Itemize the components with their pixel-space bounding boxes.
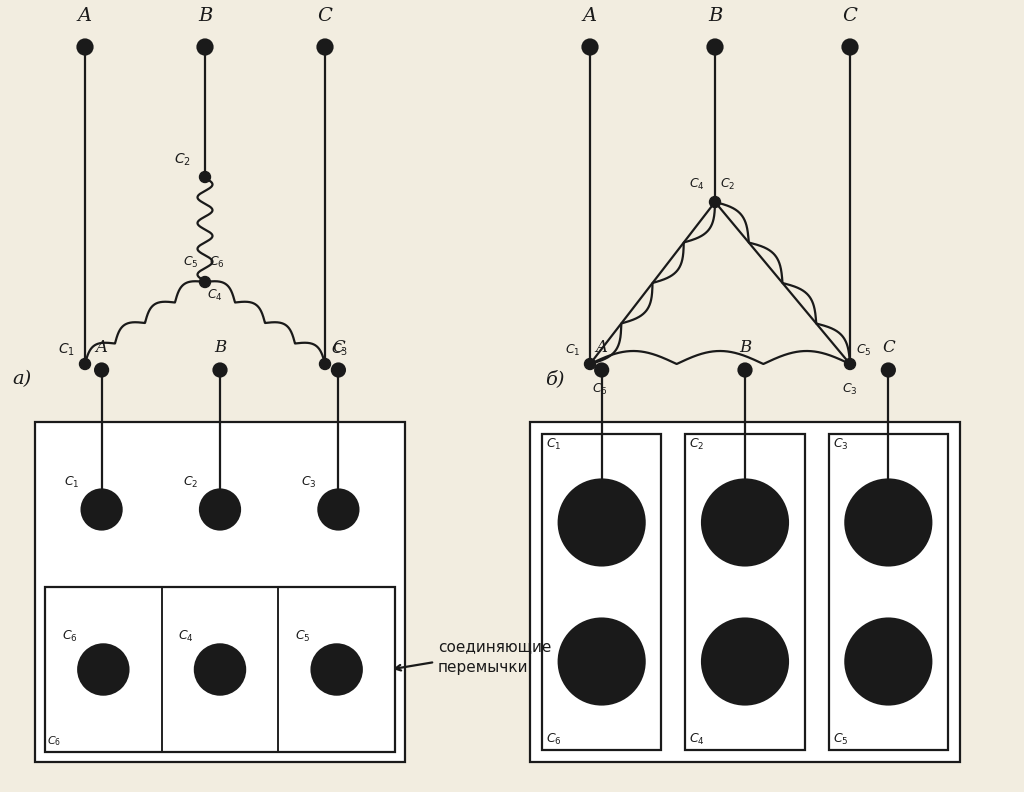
Text: A: A [78,7,92,25]
Text: $C_6$: $C_6$ [546,732,562,747]
Text: $C_4$: $C_4$ [689,732,706,747]
Text: $C_6$: $C_6$ [61,630,78,645]
Text: $C_2$: $C_2$ [174,151,191,168]
Text: $C_2$: $C_2$ [720,177,735,192]
Text: $C_3$: $C_3$ [842,382,858,397]
Text: A: A [583,7,597,25]
Bar [685,434,805,750]
Circle shape [319,359,331,370]
Text: $C_6$: $C_6$ [209,255,224,270]
Text: A: A [596,339,607,356]
Text: A: A [95,339,108,356]
Circle shape [702,479,787,565]
Circle shape [583,40,597,55]
Text: $C_6$: $C_6$ [592,382,607,397]
Circle shape [78,40,92,55]
Text: B: B [198,7,212,25]
Circle shape [78,645,128,695]
Text: $C_5$: $C_5$ [833,732,848,747]
Text: $C_4$: $C_4$ [207,288,222,303]
Text: а): а) [12,370,32,388]
Circle shape [200,172,211,182]
Circle shape [200,276,211,287]
Circle shape [702,619,787,704]
Bar [542,434,662,750]
Circle shape [843,40,857,55]
Text: B: B [739,339,752,356]
Text: $C_3$: $C_3$ [331,341,348,358]
Text: $C_2$: $C_2$ [689,437,705,452]
Text: $C_5$: $C_5$ [856,343,871,358]
Circle shape [80,359,90,370]
Text: $C_2$: $C_2$ [182,475,198,490]
Circle shape [195,645,245,695]
Text: $C_1$: $C_1$ [65,475,80,490]
Circle shape [710,196,721,208]
Circle shape [317,40,333,55]
Text: $C_1$: $C_1$ [564,343,580,358]
Circle shape [845,359,855,370]
Circle shape [213,364,226,376]
Bar [828,434,948,750]
Circle shape [585,359,596,370]
Bar [45,587,395,752]
Text: $C_3$: $C_3$ [301,475,316,490]
Circle shape [559,619,645,704]
Text: C: C [317,7,333,25]
Circle shape [559,479,645,565]
Text: $C_5$: $C_5$ [295,630,310,645]
Circle shape [200,489,240,530]
Text: $C_4$: $C_4$ [689,177,705,192]
Text: $C_6$: $C_6$ [47,734,61,748]
Text: $C_5$: $C_5$ [183,255,199,270]
Circle shape [846,479,931,565]
Text: соединяющие
перемычки: соединяющие перемычки [438,639,551,675]
Circle shape [198,40,213,55]
Circle shape [846,619,931,704]
Text: C: C [882,339,895,356]
Circle shape [332,364,345,376]
Text: C: C [843,7,857,25]
Bar [530,422,961,762]
Text: C: C [332,339,345,356]
Text: $C_1$: $C_1$ [546,437,561,452]
Circle shape [82,489,122,530]
Circle shape [882,364,895,376]
Circle shape [318,489,358,530]
Text: B: B [708,7,722,25]
Circle shape [95,364,109,376]
Circle shape [311,645,361,695]
Text: $C_1$: $C_1$ [58,341,75,358]
Bar [35,422,406,762]
Text: $C_3$: $C_3$ [833,437,848,452]
Circle shape [595,364,608,376]
Circle shape [708,40,723,55]
Text: б): б) [545,370,564,388]
Circle shape [738,364,752,376]
Text: $C_4$: $C_4$ [178,630,194,645]
Text: B: B [214,339,226,356]
